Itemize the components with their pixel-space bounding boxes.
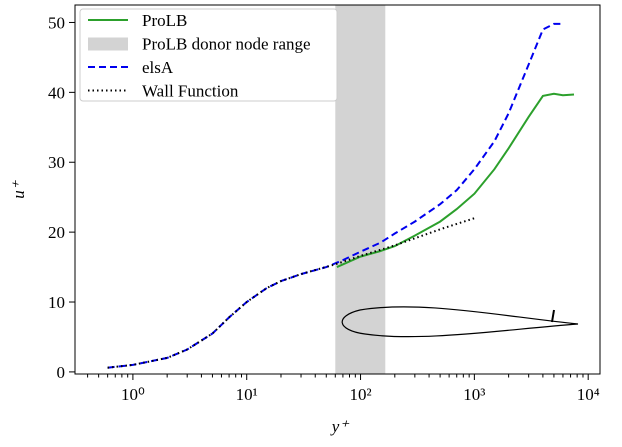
x-tick-label: 10³ xyxy=(463,385,485,404)
x-axis-label: y⁺ xyxy=(330,417,351,436)
donor-range xyxy=(335,5,386,374)
legend-label: elsA xyxy=(142,58,174,77)
y-tick-label: 0 xyxy=(57,363,66,382)
legend-label: ProLB donor node range xyxy=(142,35,311,54)
legend: ProLB ProLB donor node range elsA Wall Func… xyxy=(79,8,338,102)
legend-label: ProLB xyxy=(142,11,187,30)
series-line xyxy=(107,217,475,369)
series-line xyxy=(107,22,563,369)
x-tick-label: 10⁰ xyxy=(121,385,145,404)
series-line xyxy=(336,92,575,269)
y-tick-label: 20 xyxy=(48,223,65,242)
y-tick-label: 10 xyxy=(48,293,65,312)
y-tick-label: 40 xyxy=(48,83,65,102)
legend-swatch xyxy=(88,37,128,51)
y-tick-label: 30 xyxy=(48,153,65,172)
x-tick-label: 10¹ xyxy=(236,385,258,404)
legend-frame xyxy=(79,8,338,102)
airfoil-inset xyxy=(341,306,579,338)
legend-label: Wall Function xyxy=(142,82,239,101)
plot-frame xyxy=(74,4,601,375)
x-tick-label: 10² xyxy=(349,385,371,404)
y-axis-label: u⁺ xyxy=(9,179,28,199)
x-tick-label: 10⁴ xyxy=(577,385,600,404)
y-tick-label: 50 xyxy=(48,13,65,32)
